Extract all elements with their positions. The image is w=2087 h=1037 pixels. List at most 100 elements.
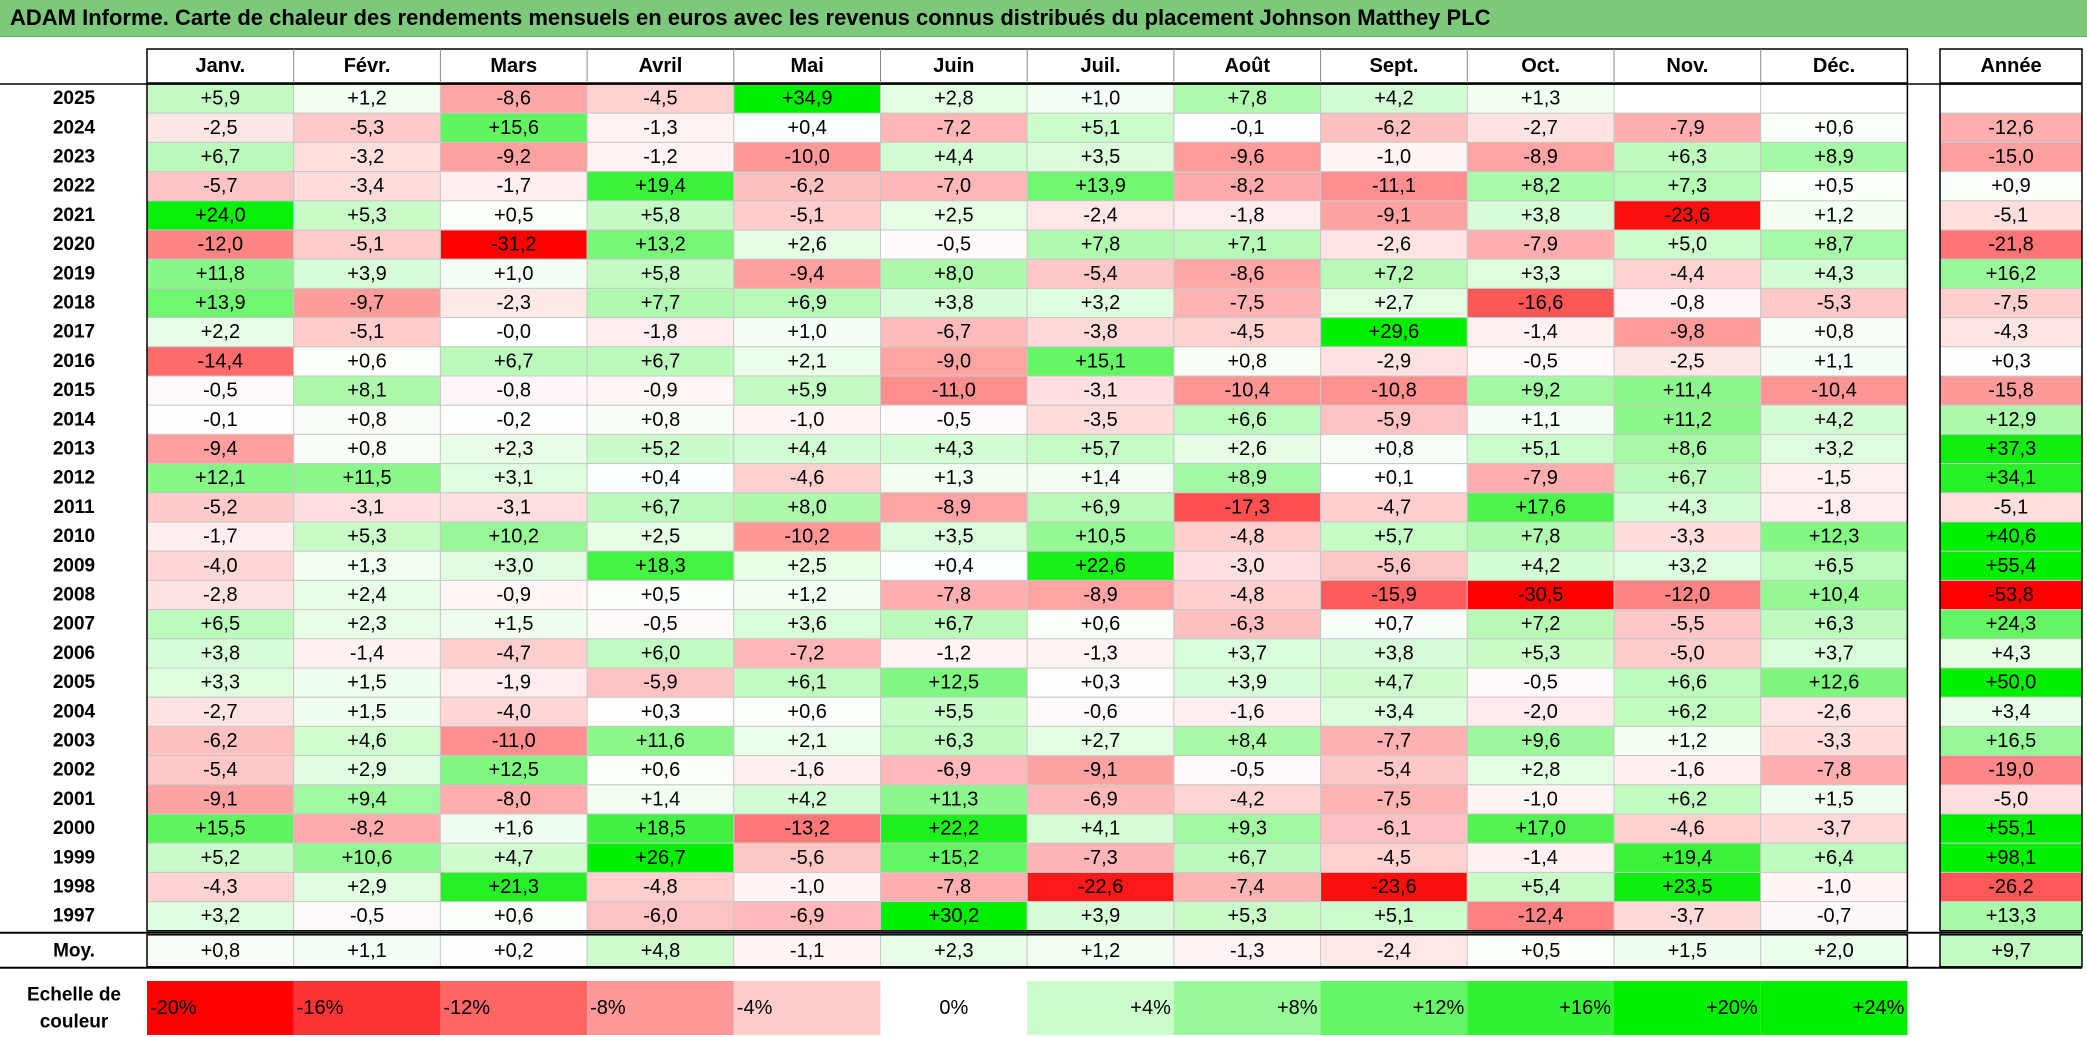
cell-value: -0,5 [643, 613, 677, 635]
cell-value: +7,2 [1374, 263, 1413, 285]
annual-value: -53,8 [1988, 584, 2034, 606]
cell-value: +0,8 [1814, 321, 1853, 343]
cell-value: -5,5 [1670, 613, 1704, 635]
heatmap-cell [1466, 258, 1615, 289]
heatmap-cell [586, 229, 735, 260]
heatmap-cell [1320, 638, 1468, 669]
heatmap-cell [586, 346, 735, 377]
cell-value: -5,4 [1083, 263, 1117, 285]
cell-value: +1,4 [641, 788, 680, 810]
heatmap-cell [880, 463, 1028, 494]
heatmap-cell [1613, 317, 1762, 348]
annual-value: +0,9 [1991, 175, 2030, 197]
heatmap-cell [1173, 550, 1322, 581]
heatmap-cell [1173, 521, 1322, 552]
heatmap-cell [293, 813, 441, 844]
heatmap-cell [1760, 112, 1908, 143]
cell-value: -30,5 [1518, 584, 1564, 606]
heatmap-cell [293, 287, 441, 319]
heatmap-cell [293, 346, 441, 377]
heatmap-cell [293, 638, 441, 669]
annual-cell [1939, 83, 2083, 114]
cell-value: -9,4 [203, 438, 237, 460]
cell-value: -5,9 [1377, 409, 1411, 431]
heatmap-cell [1466, 638, 1615, 669]
scale-swatch [440, 981, 588, 1035]
heatmap-cell [1466, 579, 1615, 611]
month-header: Févr. [344, 55, 391, 77]
cell-value: +2,9 [347, 759, 386, 781]
scale-step-label: -20% [150, 997, 197, 1019]
cell-value: +5,1 [1521, 438, 1560, 460]
cell-value: +5,9 [201, 88, 240, 110]
scale-swatch [733, 981, 881, 1035]
cell-value: -7,5 [1377, 788, 1411, 810]
heatmap-cell [1026, 813, 1175, 844]
cell-value: +2,5 [787, 555, 826, 577]
heatmap-cell [733, 229, 881, 260]
year-label: 2007 [53, 614, 95, 635]
cell-value: +6,9 [1081, 496, 1120, 518]
cell-value: -3,0 [1230, 555, 1264, 577]
cell-value: -1,4 [1523, 847, 1557, 869]
annual-value: -7,5 [1994, 292, 2028, 314]
month-header: Déc. [1813, 55, 1855, 77]
heatmap-cell [880, 317, 1028, 348]
cell-value: +6,5 [1814, 555, 1853, 577]
cell-value: +8,9 [1228, 467, 1267, 489]
cell-value: +7,1 [1228, 234, 1267, 256]
cell-value: +5,2 [641, 438, 680, 460]
cell-value: -1,8 [643, 321, 677, 343]
cell-value: -23,6 [1371, 876, 1417, 898]
heatmap-cell [1320, 463, 1468, 494]
cell-value: +11,3 [929, 788, 978, 810]
year-label: 2000 [53, 818, 95, 839]
average-cell [1173, 934, 1322, 968]
annual-value: -12,6 [1988, 117, 2034, 139]
average-value: +0,5 [1521, 940, 1560, 962]
cell-value: +34,9 [782, 88, 833, 110]
scale-step-label: +20% [1706, 997, 1758, 1019]
cell-value: +3,8 [1521, 204, 1560, 226]
heatmap-cell [1173, 725, 1322, 757]
average-cell [880, 934, 1028, 968]
heatmap-cell [1466, 463, 1615, 494]
cell-value: -3,2 [350, 146, 384, 168]
cell-value: -9,6 [1230, 146, 1264, 168]
annual-cell [1939, 317, 2083, 348]
cell-value: +4,4 [787, 438, 826, 460]
heatmap-cell [880, 550, 1028, 581]
cell-value: +2,6 [1228, 438, 1267, 460]
heatmap-cell [439, 871, 588, 903]
cell-value: -12,0 [1665, 584, 1711, 606]
heatmap-cell [439, 667, 588, 698]
cell-value: -9,7 [350, 292, 384, 314]
cell-value: -9,1 [1083, 759, 1117, 781]
year-label: 2002 [53, 760, 95, 781]
cell-value: +4,2 [1521, 555, 1560, 577]
cell-value: -31,2 [491, 234, 537, 256]
cell-value: +6,7 [494, 350, 533, 372]
cell-value: +4,3 [1668, 496, 1707, 518]
heatmap-cell [1173, 609, 1322, 640]
cell-value: +4,6 [347, 730, 386, 752]
cell-value: +2,7 [1081, 730, 1120, 752]
heatmap-cell [293, 229, 441, 260]
cell-value: -16,6 [1518, 292, 1564, 314]
cell-value: +12,3 [1809, 526, 1860, 548]
cell-value: +2,3 [494, 438, 533, 460]
scale-swatch [1760, 981, 1908, 1035]
cell-value: +0,4 [787, 117, 826, 139]
cell-value: -0,1 [1230, 117, 1264, 139]
cell-value: -1,7 [203, 526, 237, 548]
cell-value: +3,5 [1081, 146, 1120, 168]
average-value: +2,0 [1814, 940, 1853, 962]
scale-swatch [1173, 981, 1321, 1035]
cell-value: -6,3 [1230, 613, 1264, 635]
heatmap-cell [880, 813, 1028, 844]
cell-value: +7,7 [641, 292, 680, 314]
cell-value: +2,8 [934, 88, 973, 110]
annual-cell [1939, 200, 2083, 231]
cell-value: +15,2 [929, 847, 980, 869]
cell-value: -4,5 [1230, 321, 1264, 343]
